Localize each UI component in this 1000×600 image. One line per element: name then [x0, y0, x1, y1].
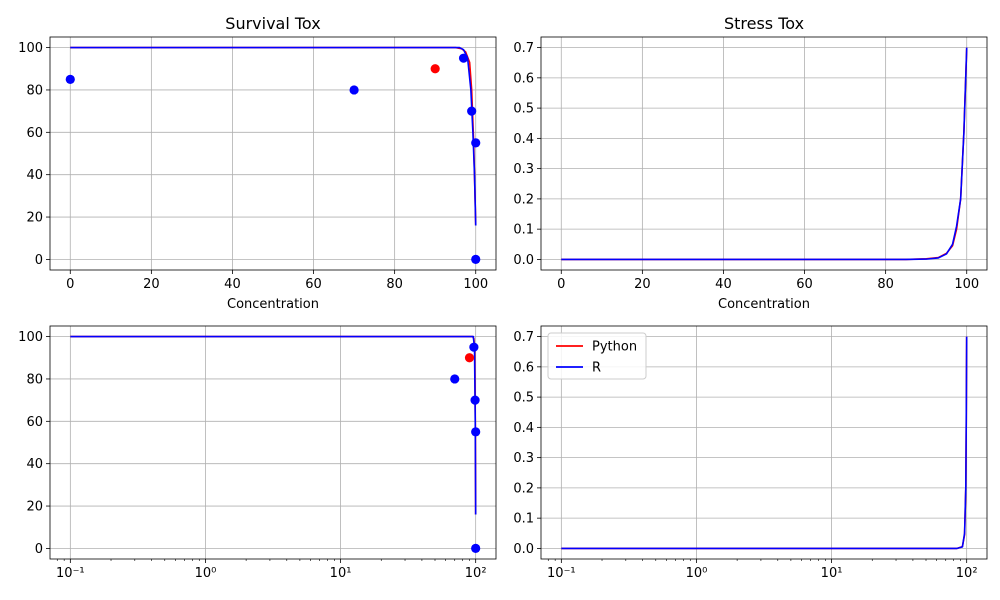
axes-frame	[49, 36, 497, 271]
y-tick-label: 0.2	[513, 481, 534, 496]
scatter-point	[464, 353, 475, 363]
x-tick-label: 10²	[956, 566, 978, 581]
legend: Python R	[547, 332, 647, 380]
y-tick-label: 0.7	[513, 41, 534, 56]
x-axis-label: Concentration	[227, 297, 319, 312]
x-tick-label: 10¹	[821, 566, 843, 581]
x-tick-label: 10⁻¹	[56, 566, 85, 581]
data-layer	[70, 335, 477, 515]
scatter-point	[471, 138, 481, 148]
x-tick-label: 10⁰	[195, 566, 217, 581]
x-tick-label: 60	[305, 277, 322, 292]
y-tick-label: 100	[18, 330, 43, 345]
legend-label: Python	[592, 340, 637, 355]
series-line	[70, 335, 477, 515]
x-tick-label: 20	[143, 277, 160, 292]
x-tick-label: 40	[715, 277, 732, 292]
x-tick-label: 0	[66, 277, 74, 292]
y-tick-label: 0.4	[513, 421, 534, 436]
y-tick-label: 0.6	[513, 360, 534, 375]
y-tick-label: 0.0	[513, 253, 534, 268]
subplot-3: 10⁻¹ 10⁰ 10¹ 10² 0 20 40 60 80 100	[18, 325, 497, 581]
y-tick-label: 0.4	[513, 132, 534, 147]
scatter-point	[470, 395, 480, 405]
y-tick-label: 0.1	[513, 223, 534, 238]
x-tick-label: 10¹	[330, 566, 352, 581]
data-layer	[561, 336, 968, 550]
subplot-4: 10⁻¹ 10⁰ 10¹ 10² 0.0 0.1 0.2 0.3 0.4 0.5 0.6 0.7 Pyt…	[513, 325, 988, 581]
x-tick-label: 80	[386, 277, 403, 292]
y-tick-label: 20	[26, 211, 43, 226]
scatter-point	[467, 106, 477, 116]
y-tick-label: 0.7	[513, 330, 534, 345]
series-line	[561, 47, 968, 261]
scatter-point	[430, 64, 440, 74]
y-tick-label: 0	[35, 253, 43, 268]
y-tick-label: 0.0	[513, 542, 534, 557]
legend-label: R	[592, 361, 601, 376]
series-line	[70, 335, 477, 515]
series-line	[561, 336, 968, 550]
y-tick-label: 40	[26, 168, 43, 183]
y-tick-label: 100	[18, 41, 43, 56]
y-tick-label: 0.2	[513, 192, 534, 207]
axes-frame	[49, 325, 497, 560]
y-tick-label: 20	[26, 500, 43, 515]
x-tick-label: 0	[557, 277, 565, 292]
axes-frame	[540, 325, 988, 560]
series-line	[561, 47, 968, 261]
x-axis-label: Concentration	[718, 297, 810, 312]
x-tick-label: 20	[634, 277, 651, 292]
x-tick-label: 80	[877, 277, 894, 292]
y-tick-label: 0.5	[513, 102, 534, 117]
y-tick-label: 0	[35, 542, 43, 557]
data-layer	[70, 46, 477, 226]
y-tick-label: 60	[26, 415, 43, 430]
chart-title: Stress Tox	[724, 14, 804, 33]
y-tick-label: 60	[26, 126, 43, 141]
axes-frame	[540, 36, 988, 271]
y-tick-label: 80	[26, 83, 43, 98]
y-tick-label: 0.1	[513, 512, 534, 527]
data-layer	[561, 47, 968, 261]
scatter-point	[471, 543, 481, 554]
chart-title: Survival Tox	[225, 14, 320, 33]
x-tick-label: 40	[224, 277, 241, 292]
subplot-2: 0 20 40 60 80 100 0.0 0.1 0.2 0.3 0.4 0.5 0.6 0.7 Stre…	[513, 14, 988, 312]
y-tick-label: 80	[26, 372, 43, 387]
x-tick-label: 10⁰	[686, 566, 708, 581]
x-tick-label: 10²	[465, 566, 487, 581]
scatter-point	[469, 342, 479, 352]
y-tick-label: 0.3	[513, 162, 534, 177]
y-tick-label: 40	[26, 457, 43, 472]
y-tick-label: 0.3	[513, 451, 534, 466]
x-tick-label: 100	[954, 277, 979, 292]
scatter-point	[471, 427, 481, 437]
x-tick-label: 60	[796, 277, 813, 292]
scatter-point	[450, 374, 460, 384]
subplot-1: 0 20 40 60 80 100 0 20 40 60 80 100 Survival Tox Conc…	[18, 14, 497, 312]
scatter-point	[65, 74, 75, 84]
scatter-point	[458, 53, 469, 63]
x-tick-label: 10⁻¹	[547, 566, 576, 581]
y-tick-label: 0.6	[513, 71, 534, 86]
x-tick-label: 100	[463, 277, 488, 292]
series-line	[70, 46, 477, 226]
y-tick-label: 0.5	[513, 391, 534, 406]
series-line	[70, 46, 477, 226]
scatter-point	[349, 85, 359, 95]
scatter-point	[471, 254, 481, 265]
